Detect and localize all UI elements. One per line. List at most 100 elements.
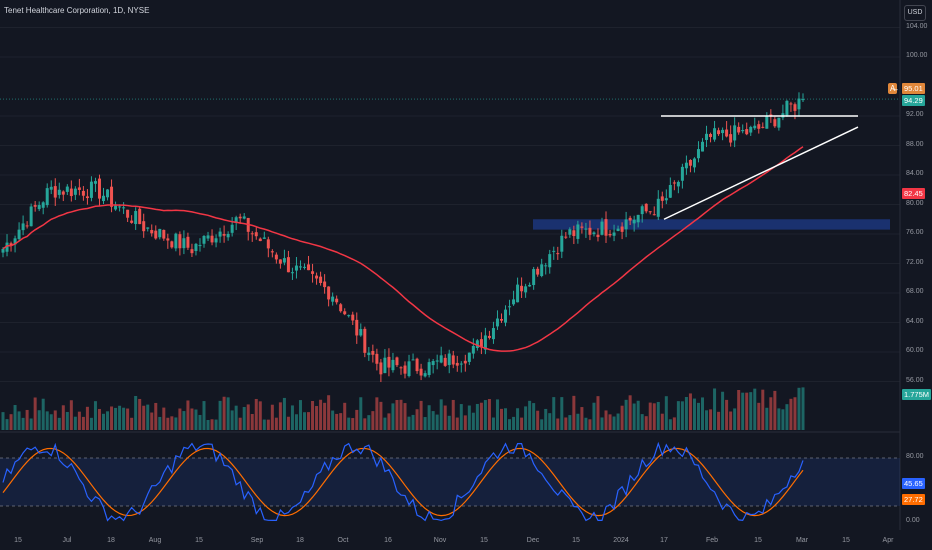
chart-title: Tenet Healthcare Corporation, 1D, NYSE: [4, 6, 150, 15]
candle-body: [656, 198, 660, 217]
volume-bar: [512, 416, 516, 430]
osc-k-tag: 45.65: [902, 478, 925, 489]
candle-body: [628, 217, 632, 221]
volume-bar: [620, 405, 624, 430]
volume-bar: [757, 402, 761, 430]
candle-body: [146, 227, 150, 229]
volume-bar: [262, 419, 266, 430]
candle-body: [608, 233, 612, 236]
candle-body: [648, 211, 652, 213]
moving-average-line: [2, 146, 804, 352]
volume-bar: [688, 393, 692, 430]
candle-body: [403, 365, 407, 374]
candle-body: [604, 219, 608, 236]
volume-bar: [298, 400, 302, 430]
candle-body: [282, 258, 286, 263]
volume-bar: [343, 402, 347, 430]
candle-body: [660, 196, 664, 201]
volume-bar: [592, 402, 596, 430]
volume-bar: [1, 412, 5, 430]
volume-bar: [705, 410, 709, 430]
candle-body: [664, 198, 668, 201]
volume-bar: [210, 419, 214, 430]
volume-bar: [65, 411, 69, 430]
volume-bar: [395, 400, 399, 430]
volume-bar: [403, 403, 407, 430]
volume-tag: 1.775M: [902, 389, 932, 400]
volume-bar: [150, 412, 154, 430]
candle-body: [753, 125, 757, 129]
volume-bar: [556, 418, 560, 430]
trend-line: [663, 126, 859, 220]
price-axis-label: 92.00: [906, 111, 924, 118]
candle-body: [170, 241, 174, 248]
volume-bar: [729, 411, 733, 430]
volume-bar: [793, 397, 797, 430]
candle-body: [391, 359, 395, 371]
candle-body: [194, 243, 198, 252]
volume-bar: [568, 415, 572, 430]
volume-bar: [331, 410, 335, 430]
date-axis-label: 15: [195, 537, 203, 544]
candle-body: [122, 207, 126, 209]
candle-body: [278, 259, 282, 264]
candle-body: [624, 219, 628, 230]
volume-bar: [777, 408, 781, 430]
volume-bar: [122, 407, 126, 430]
date-axis-label: Apr: [882, 537, 894, 544]
volume-bar: [564, 417, 568, 430]
volume-bar: [178, 408, 182, 430]
candle-body: [652, 214, 656, 216]
candle-body: [516, 284, 520, 303]
volume-bar: [672, 417, 676, 430]
candle-body: [741, 130, 745, 132]
candle-body: [616, 228, 620, 232]
candle-body: [110, 186, 114, 207]
volume-bar: [508, 419, 512, 430]
candle-body: [33, 205, 37, 207]
volume-bar: [504, 408, 508, 430]
volume-bar: [423, 417, 427, 430]
candle-body: [475, 340, 479, 349]
volume-bar: [69, 400, 73, 430]
volume-bar: [242, 407, 246, 430]
candle-body: [327, 286, 331, 300]
volume-bar: [194, 409, 198, 430]
candle-body: [592, 232, 596, 235]
candle-body: [57, 189, 61, 195]
candle-body: [5, 242, 9, 252]
candle-body: [427, 362, 431, 376]
price-axis-label: 104.00: [906, 22, 928, 30]
volume-bar: [524, 406, 528, 430]
candle-body: [709, 134, 713, 138]
volume-bar: [323, 402, 327, 430]
volume-bar: [134, 395, 138, 430]
candle-body: [202, 235, 206, 244]
volume-bar: [286, 416, 290, 430]
volume-bar: [733, 408, 737, 430]
candle-body: [9, 243, 13, 246]
volume-bar: [5, 419, 9, 430]
volume-bar: [97, 408, 101, 430]
candle-body: [1, 248, 5, 253]
volume-bar: [206, 419, 210, 430]
candle-body: [286, 257, 290, 273]
candle-body: [640, 206, 644, 215]
price-axis-label: 76.00: [906, 229, 924, 236]
volume-bar: [483, 400, 487, 430]
price-axis-label: 84.00: [906, 170, 924, 177]
currency-button[interactable]: USD: [904, 5, 926, 21]
price-axis-label: 100.00: [906, 52, 928, 59]
volume-bar: [580, 407, 584, 430]
price-axis-label: 68.00: [906, 288, 924, 295]
volume-bar: [692, 398, 696, 430]
candle-body: [335, 298, 339, 303]
alert-icon[interactable]: A̶: [888, 83, 898, 94]
candle-body: [134, 211, 138, 225]
candle-body: [487, 335, 491, 338]
candle-body: [174, 233, 178, 249]
volume-bar: [379, 401, 383, 430]
candle-body: [556, 253, 560, 255]
volume-bar: [443, 405, 447, 430]
